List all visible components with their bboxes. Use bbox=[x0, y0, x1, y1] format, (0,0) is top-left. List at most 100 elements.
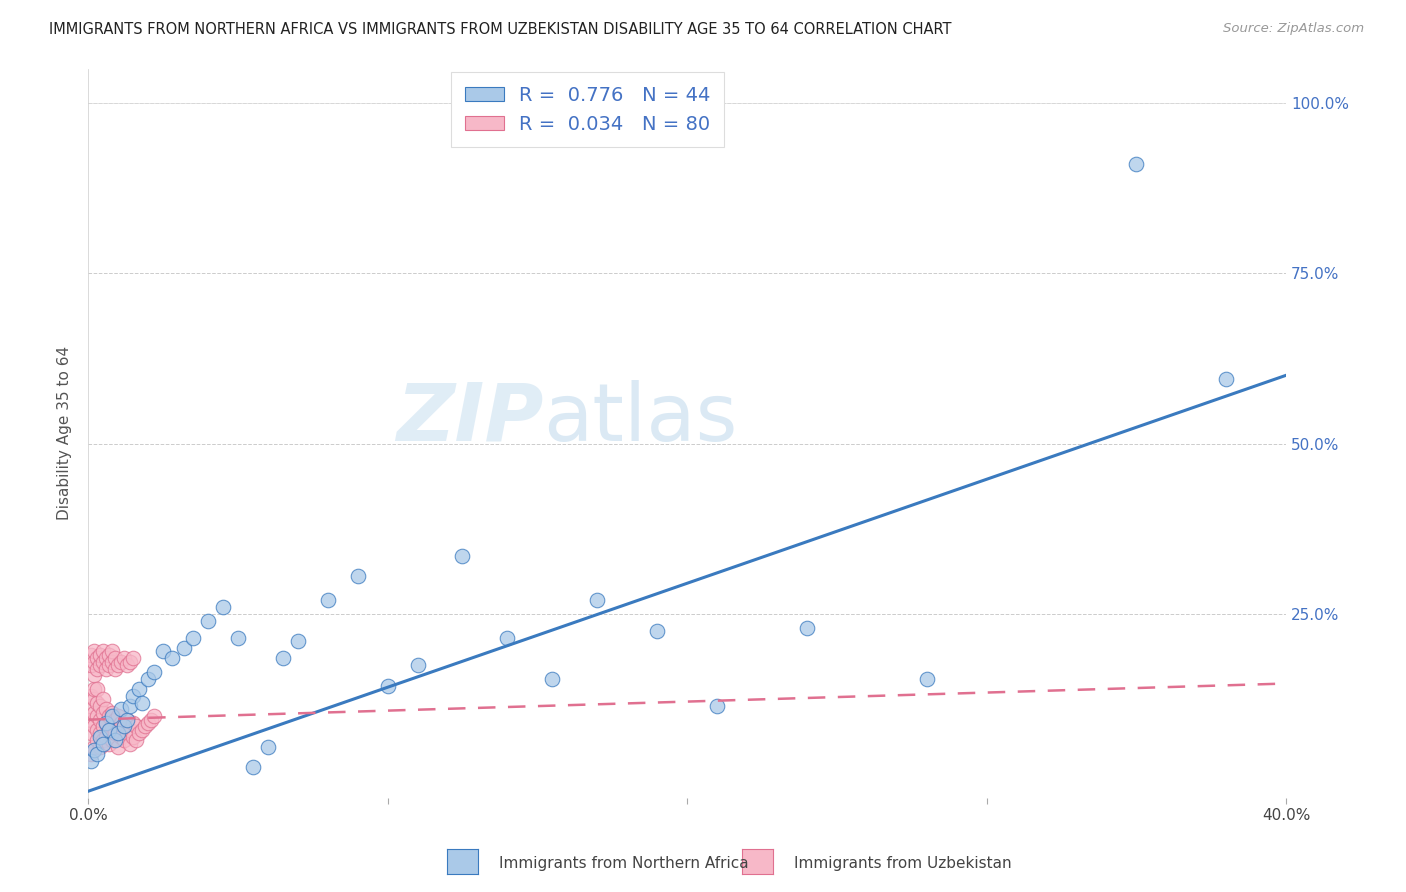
Point bbox=[91, 706, 114, 720]
Point bbox=[377, 679, 399, 693]
Point bbox=[120, 737, 142, 751]
Point bbox=[94, 716, 117, 731]
Point bbox=[107, 658, 129, 673]
Point bbox=[83, 743, 105, 757]
Point bbox=[89, 726, 111, 740]
Point bbox=[104, 733, 127, 747]
Point bbox=[80, 699, 103, 714]
Point bbox=[160, 651, 183, 665]
Text: atlas: atlas bbox=[543, 380, 738, 458]
Point bbox=[98, 658, 121, 673]
Point bbox=[101, 706, 124, 720]
Point bbox=[80, 726, 103, 740]
Text: ZIP: ZIP bbox=[396, 380, 543, 458]
Point bbox=[86, 723, 108, 737]
Point bbox=[128, 726, 150, 740]
Point bbox=[86, 709, 108, 723]
Point bbox=[120, 699, 142, 714]
Point bbox=[112, 719, 135, 733]
Point bbox=[94, 702, 117, 716]
Point bbox=[143, 709, 166, 723]
Point bbox=[134, 719, 156, 733]
Point bbox=[104, 726, 127, 740]
Point bbox=[115, 726, 138, 740]
Point bbox=[104, 651, 127, 665]
Point bbox=[131, 696, 153, 710]
Point bbox=[451, 549, 474, 563]
Point bbox=[110, 655, 132, 669]
Point bbox=[91, 737, 114, 751]
Point bbox=[112, 719, 135, 733]
Point bbox=[89, 730, 111, 744]
Point bbox=[107, 726, 129, 740]
Point bbox=[706, 699, 728, 714]
Point bbox=[98, 723, 121, 737]
Point bbox=[89, 648, 111, 662]
Point bbox=[91, 719, 114, 733]
Text: Immigrants from Uzbekistan: Immigrants from Uzbekistan bbox=[794, 856, 1012, 871]
Point bbox=[83, 655, 105, 669]
Point bbox=[136, 672, 159, 686]
Point bbox=[86, 681, 108, 696]
Point bbox=[94, 651, 117, 665]
Point bbox=[91, 644, 114, 658]
Point bbox=[271, 651, 294, 665]
Point bbox=[86, 747, 108, 761]
Point bbox=[242, 760, 264, 774]
Point bbox=[91, 655, 114, 669]
Point bbox=[115, 713, 138, 727]
Point bbox=[112, 651, 135, 665]
Point bbox=[110, 730, 132, 744]
Point bbox=[98, 723, 121, 737]
Point bbox=[80, 713, 103, 727]
Point bbox=[86, 733, 108, 747]
Point bbox=[122, 651, 145, 665]
Point bbox=[112, 733, 135, 747]
Point bbox=[125, 733, 148, 747]
Point bbox=[496, 631, 519, 645]
Point bbox=[131, 723, 153, 737]
Point bbox=[83, 692, 105, 706]
Point bbox=[645, 624, 668, 638]
Point bbox=[796, 621, 818, 635]
Point bbox=[120, 655, 142, 669]
Point bbox=[107, 723, 129, 737]
Point bbox=[104, 661, 127, 675]
Point bbox=[94, 716, 117, 731]
Point bbox=[197, 614, 219, 628]
Point bbox=[122, 689, 145, 703]
Point bbox=[406, 658, 429, 673]
Point bbox=[101, 733, 124, 747]
Point bbox=[915, 672, 938, 686]
Text: IMMIGRANTS FROM NORTHERN AFRICA VS IMMIGRANTS FROM UZBEKISTAN DISABILITY AGE 35 : IMMIGRANTS FROM NORTHERN AFRICA VS IMMIG… bbox=[49, 22, 952, 37]
Point bbox=[98, 648, 121, 662]
Point bbox=[101, 655, 124, 669]
Point bbox=[91, 733, 114, 747]
Point bbox=[115, 713, 138, 727]
Point bbox=[107, 709, 129, 723]
Point bbox=[287, 634, 309, 648]
Point bbox=[80, 648, 103, 662]
Point bbox=[83, 739, 105, 754]
Point bbox=[586, 593, 609, 607]
Point bbox=[226, 631, 249, 645]
Point bbox=[346, 569, 368, 583]
Point bbox=[86, 651, 108, 665]
Point bbox=[91, 692, 114, 706]
Point bbox=[110, 716, 132, 731]
Point bbox=[212, 600, 235, 615]
Point bbox=[104, 713, 127, 727]
Legend: R =  0.776   N = 44, R =  0.034   N = 80: R = 0.776 N = 44, R = 0.034 N = 80 bbox=[457, 78, 718, 142]
Point bbox=[89, 739, 111, 754]
Point bbox=[101, 719, 124, 733]
Point bbox=[128, 681, 150, 696]
Text: Immigrants from Northern Africa: Immigrants from Northern Africa bbox=[499, 856, 749, 871]
Point bbox=[122, 716, 145, 731]
Point bbox=[80, 658, 103, 673]
Point bbox=[94, 730, 117, 744]
Point bbox=[125, 719, 148, 733]
Point bbox=[122, 730, 145, 744]
Point bbox=[83, 668, 105, 682]
Point bbox=[86, 696, 108, 710]
Point bbox=[89, 699, 111, 714]
